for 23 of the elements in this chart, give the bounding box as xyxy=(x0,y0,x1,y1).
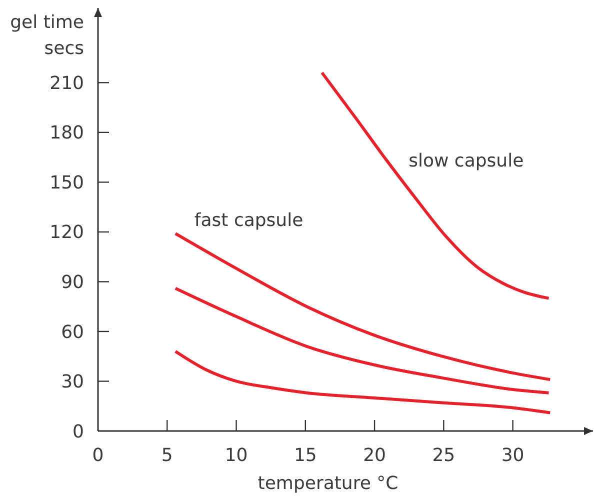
line-series xyxy=(174,286,550,394)
y-tick-label: 90 xyxy=(61,272,84,294)
x-tick-label: 0 xyxy=(92,445,104,466)
y-tick-label: 150 xyxy=(50,172,84,194)
y-tick-label: 0 xyxy=(72,421,84,442)
y-tick-label: 210 xyxy=(50,72,84,94)
y-axis-title: gel time secs xyxy=(10,12,84,59)
line-series xyxy=(320,71,550,300)
series-label: fast capsule xyxy=(194,210,304,231)
x-tick-label: 10 xyxy=(224,445,248,466)
x-tick-label: 25 xyxy=(432,445,456,466)
y-tick-label: 60 xyxy=(61,322,84,343)
y-tick-label: 120 xyxy=(50,222,84,244)
x-axis-title: temperature °C xyxy=(258,473,398,494)
line-series xyxy=(174,350,552,414)
x-tick-label: 5 xyxy=(161,445,173,466)
y-tick-label: 180 xyxy=(50,122,84,144)
line-series xyxy=(174,232,552,382)
x-tick-label: 15 xyxy=(294,445,317,466)
x-tick-label: 20 xyxy=(363,445,386,466)
series-label: slow capsule xyxy=(408,150,524,172)
x-tick-label: 30 xyxy=(501,445,524,466)
y-tick-label: 30 xyxy=(61,372,84,393)
